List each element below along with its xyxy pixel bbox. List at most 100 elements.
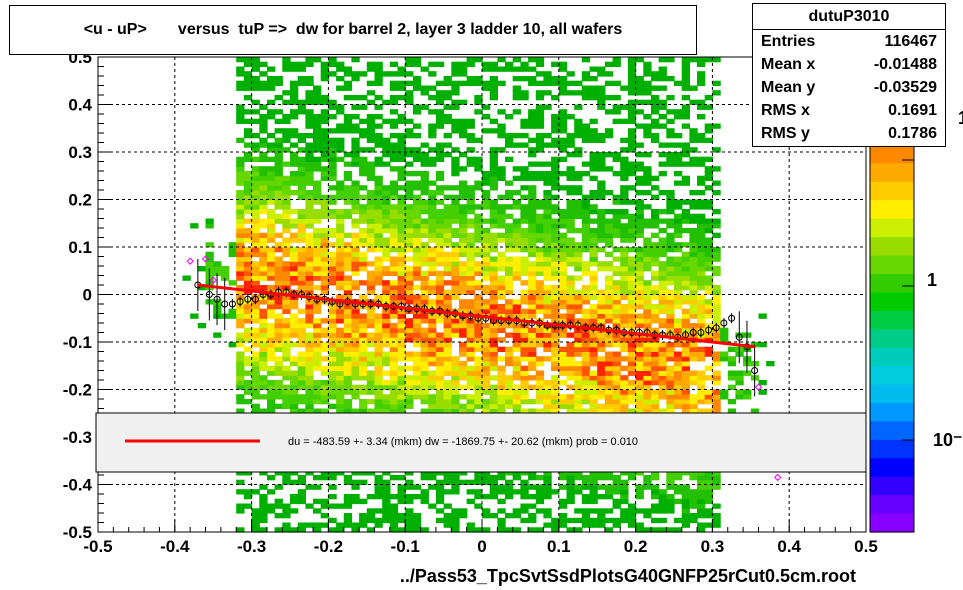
heatmap-cell <box>197 323 207 329</box>
heatmap-cell <box>267 351 276 357</box>
heatmap-cell <box>389 370 399 376</box>
heatmap-cell <box>366 137 376 143</box>
heatmap-cell <box>674 280 683 286</box>
heatmap-cell <box>651 109 660 115</box>
heatmap-cell <box>512 256 521 262</box>
heatmap-cell <box>282 204 291 210</box>
heatmap-cell <box>566 408 575 414</box>
heatmap-cell <box>520 194 529 200</box>
heatmap-cell <box>305 351 314 357</box>
heatmap-cell <box>243 204 253 210</box>
heatmap-cell <box>651 399 660 405</box>
heatmap-cell <box>566 299 575 305</box>
heatmap-cell <box>282 503 291 509</box>
heatmap-cell <box>274 513 283 519</box>
heatmap-cell <box>512 327 521 333</box>
heatmap-cell <box>459 204 468 210</box>
heatmap-cell <box>543 489 552 495</box>
heatmap-cell <box>651 403 660 409</box>
heatmap-cell <box>535 361 545 367</box>
heatmap-cell <box>290 389 299 395</box>
heatmap-cell <box>320 118 329 124</box>
heatmap-cell <box>366 470 376 476</box>
heatmap-cell <box>228 251 237 258</box>
heatmap-cell <box>374 218 383 224</box>
heatmap-cell <box>689 261 698 267</box>
heatmap-cell <box>420 185 429 191</box>
fit-legend-text: du = -483.59 +- 3.34 (mkm) dw = -1869.75… <box>288 436 638 448</box>
heatmap-cell <box>236 247 245 253</box>
x-tick-label: 0 <box>477 537 486 556</box>
heatmap-cell <box>274 365 283 371</box>
heatmap-cell <box>313 142 322 148</box>
heatmap-cell <box>697 308 706 314</box>
heatmap-cell <box>551 304 560 310</box>
heatmap-cell <box>612 218 621 224</box>
heatmap-cell <box>366 209 376 215</box>
heatmap-cell <box>604 289 614 295</box>
heatmap-cell <box>489 118 498 124</box>
heatmap-cell <box>574 185 583 191</box>
heatmap-cell <box>466 61 475 67</box>
heatmap-cell <box>681 213 690 219</box>
heatmap-cell <box>305 109 314 115</box>
heatmap-cell <box>451 380 460 386</box>
heatmap-cell <box>635 270 644 276</box>
heatmap-cell <box>428 327 437 333</box>
heatmap-cell <box>658 123 667 129</box>
heatmap-cell <box>497 213 506 219</box>
heatmap-cell <box>412 270 422 276</box>
heatmap-cell <box>474 389 483 395</box>
heatmap-cell <box>359 342 368 348</box>
heatmap-cell <box>282 403 291 409</box>
heatmap-cell <box>459 223 468 229</box>
heatmap-cell <box>328 318 337 324</box>
heatmap-cell <box>351 337 360 343</box>
heatmap-cell <box>543 80 552 86</box>
heatmap-cell <box>236 204 245 210</box>
heatmap-cell <box>443 80 452 86</box>
heatmap-cell <box>328 99 337 105</box>
heatmap-cell <box>597 470 606 476</box>
heatmap-cell <box>558 275 568 281</box>
heatmap-cell <box>704 104 713 110</box>
heatmap-cell <box>497 308 506 314</box>
heatmap-cell <box>643 527 652 533</box>
heatmap-cell <box>313 251 322 258</box>
heatmap-cell <box>420 498 429 505</box>
heatmap-cell <box>697 156 706 162</box>
heatmap-cell <box>282 57 291 63</box>
heatmap-cell <box>604 337 614 343</box>
heatmap-cell <box>497 80 506 86</box>
heatmap-cell <box>412 232 422 238</box>
heatmap-cell <box>259 152 268 158</box>
heatmap-cell <box>589 308 598 314</box>
heatmap-cell <box>336 342 345 348</box>
heatmap-cell <box>389 237 399 243</box>
heatmap-cell <box>243 85 253 91</box>
heatmap-cell <box>558 80 568 86</box>
heatmap-cell <box>535 356 545 362</box>
heatmap-cell <box>597 380 606 386</box>
heatmap-cell <box>535 508 545 514</box>
heatmap-cell <box>412 223 422 229</box>
heatmap-cell <box>666 142 675 148</box>
heatmap-cell <box>589 522 598 528</box>
heatmap-cell <box>474 57 483 63</box>
heatmap-cell <box>412 194 422 200</box>
heatmap-cell <box>704 508 713 514</box>
heatmap-cell <box>658 228 667 234</box>
heatmap-cell <box>551 361 560 367</box>
heatmap-cell <box>597 517 606 524</box>
colorbar-band <box>870 366 914 386</box>
heatmap-cell <box>635 370 644 376</box>
heatmap-cell <box>405 147 414 153</box>
heatmap-cell <box>251 513 260 519</box>
heatmap-cell <box>674 199 683 205</box>
heatmap-cell <box>297 109 306 115</box>
heatmap-cell <box>543 332 552 338</box>
heatmap-cell <box>305 365 314 371</box>
heatmap-cell <box>505 180 514 186</box>
heatmap-cell <box>451 166 460 172</box>
heatmap-cell <box>574 304 583 310</box>
